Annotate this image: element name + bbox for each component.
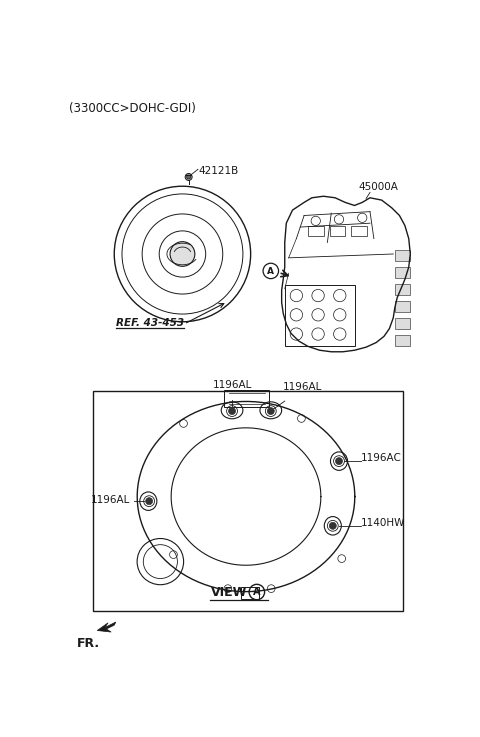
Text: REF. 43-453: REF. 43-453 xyxy=(116,318,184,328)
Circle shape xyxy=(145,497,153,505)
Text: 45000A: 45000A xyxy=(359,182,398,192)
Circle shape xyxy=(187,175,191,179)
Circle shape xyxy=(263,263,278,279)
Bar xyxy=(224,391,269,408)
Text: 1140HW: 1140HW xyxy=(360,517,405,528)
Text: FR.: FR. xyxy=(77,637,100,650)
Bar xyxy=(285,284,355,346)
Circle shape xyxy=(329,523,336,529)
Text: (3300CC>DOHC-GDI): (3300CC>DOHC-GDI) xyxy=(69,102,196,115)
Text: A: A xyxy=(253,587,261,598)
Circle shape xyxy=(170,242,195,266)
Bar xyxy=(330,226,345,237)
Text: 1196AC: 1196AC xyxy=(360,453,402,463)
Text: 42121B: 42121B xyxy=(198,167,238,176)
Polygon shape xyxy=(97,622,116,632)
Circle shape xyxy=(267,408,274,414)
Text: 1196AL: 1196AL xyxy=(212,380,252,391)
Bar xyxy=(351,226,367,237)
Text: 1196AL: 1196AL xyxy=(91,495,131,505)
Text: VIEW: VIEW xyxy=(211,586,247,599)
Bar xyxy=(240,587,259,599)
Circle shape xyxy=(185,173,192,181)
Bar xyxy=(308,226,324,237)
Bar xyxy=(93,391,403,610)
Circle shape xyxy=(228,408,236,414)
Text: 1196AL: 1196AL xyxy=(283,382,323,392)
Circle shape xyxy=(336,458,343,464)
Text: A: A xyxy=(267,267,274,276)
